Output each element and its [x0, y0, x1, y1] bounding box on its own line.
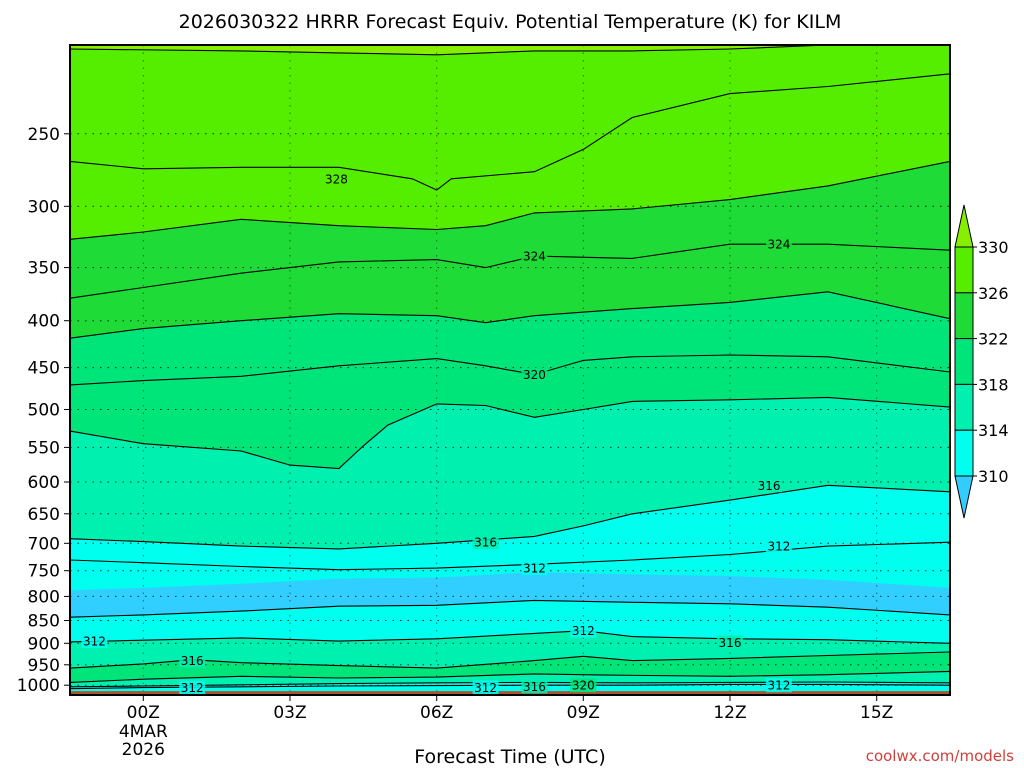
contour-label: 320 — [572, 679, 595, 693]
colorbar-segment — [954, 338, 974, 385]
x-tick-label: 15Z — [860, 703, 893, 723]
contour-label: 316 — [719, 636, 742, 650]
contour-label-bg — [323, 171, 350, 186]
ground-layer — [70, 691, 950, 695]
contour-label-bg — [521, 561, 548, 576]
colorbar-tick-label: 314 — [978, 421, 1009, 440]
cold-core-band — [70, 572, 950, 618]
contour-label-bg — [765, 678, 792, 693]
contour-label: 312 — [767, 540, 790, 554]
contour-label: 316 — [474, 536, 497, 550]
contour-label-bg — [521, 679, 548, 694]
contour-line-316 — [70, 484, 950, 550]
y-tick-label: 800 — [28, 587, 60, 607]
contour-label: 312 — [523, 562, 546, 576]
y-tick-label: 850 — [28, 612, 60, 632]
y-tick-label: 1000 — [17, 676, 60, 696]
contour-line-318 — [70, 396, 950, 470]
contour-line-320 — [70, 354, 950, 386]
contour-line-322 — [70, 291, 950, 339]
colorbar-segment — [954, 292, 974, 340]
contour-label: 328 — [325, 172, 348, 186]
colorbar-tick-label: 322 — [978, 330, 1009, 349]
contour-band — [70, 45, 828, 55]
y-tick-label: 350 — [28, 259, 60, 279]
x-tick-label: 12Z — [713, 703, 746, 723]
contour-label-bg — [81, 634, 108, 649]
contour-line-320 — [70, 670, 950, 683]
x-tick-label: 09Z — [567, 703, 600, 723]
contour-label: 316 — [758, 479, 781, 493]
contour-label-bg — [472, 535, 499, 550]
colorbar-bottom-arrow — [954, 475, 974, 519]
contour-line-312 — [70, 630, 950, 644]
contour-label: 324 — [523, 250, 546, 264]
colorbar-tick-label: 310 — [978, 467, 1009, 486]
contour-label-bg — [521, 249, 548, 264]
contour-label: 312 — [767, 679, 790, 693]
y-tick-label: 250 — [28, 125, 60, 145]
colorbar-segment — [954, 429, 974, 477]
colorbar-segment — [954, 383, 974, 431]
contour-label-bg — [570, 678, 597, 693]
y-axis-ticks: 2503003504004505005506006507007508008509… — [17, 125, 70, 696]
contour-label: 312 — [572, 624, 595, 638]
contour-label-bg — [179, 653, 206, 668]
colorbar-tick-label: 330 — [978, 238, 1009, 257]
ground-strip — [70, 691, 950, 695]
y-tick-label: 700 — [28, 534, 60, 554]
filled-contour-bands — [70, 45, 950, 695]
contour-line-324 — [70, 243, 950, 299]
contour-label: 316 — [523, 680, 546, 694]
x-tick-label: 00Z — [127, 703, 160, 723]
y-tick-label: 500 — [28, 401, 60, 421]
contour-line-310 — [70, 599, 950, 618]
contour-label: 324 — [767, 238, 790, 252]
y-tick-label: 750 — [28, 562, 60, 582]
y-tick-label: 900 — [28, 634, 60, 654]
y-tick-label: 450 — [28, 359, 60, 379]
x-tick-sublabel: 2026 — [122, 740, 165, 760]
credit-text: coolwx.com/models — [866, 747, 1014, 765]
y-tick-label: 950 — [28, 656, 60, 676]
contour-label: 316 — [181, 654, 204, 668]
plot-frame — [69, 44, 951, 696]
y-tick-label: 600 — [28, 473, 60, 493]
y-tick-label: 650 — [28, 505, 60, 525]
contour-label: 312 — [181, 681, 204, 695]
contour-labels: 328 324 324 320 316 316 312 312 312 312 316 316 320 3… — [81, 171, 792, 695]
colorbar-tick-label: 318 — [978, 375, 1009, 394]
contour-label-bg — [179, 680, 206, 695]
contour-label-bg — [521, 367, 548, 382]
contour-label: 320 — [523, 368, 546, 382]
colorbar-tick-label: 326 — [978, 284, 1009, 303]
x-axis-label: Forecast Time (UTC) — [414, 746, 605, 768]
x-tick-label: 03Z — [273, 703, 306, 723]
contour-label-bg — [765, 539, 792, 554]
colorbar-segment — [954, 246, 974, 294]
contour-line-326 — [70, 160, 950, 240]
chart-title: 2026030322 HRRR Forecast Equiv. Potentia… — [179, 11, 842, 33]
contour-line-328 — [70, 73, 950, 191]
contour-label: 312 — [83, 635, 106, 649]
contour-label-bg — [765, 237, 792, 252]
y-tick-label: 300 — [28, 197, 60, 217]
contour-label-bg — [717, 635, 743, 650]
plot-area: 328 324 324 320 316 316 312 312 312 312 316 316 320 3… — [70, 45, 950, 695]
x-tick-label: 06Z — [420, 703, 453, 723]
contour-label-bg — [756, 478, 783, 493]
contour-label-bg — [472, 680, 499, 695]
contour-label: 312 — [474, 681, 497, 695]
contour-line-330 — [70, 45, 845, 56]
contour-lines — [70, 45, 950, 690]
contour-label-bg — [570, 623, 597, 638]
x-tick-sublabel: 4MAR — [119, 722, 168, 742]
y-tick-label: 400 — [28, 312, 60, 332]
contour-band — [70, 45, 950, 190]
colorbar: 330 326 322 318 314 310 — [954, 204, 1009, 519]
y-tick-label: 550 — [28, 438, 60, 458]
